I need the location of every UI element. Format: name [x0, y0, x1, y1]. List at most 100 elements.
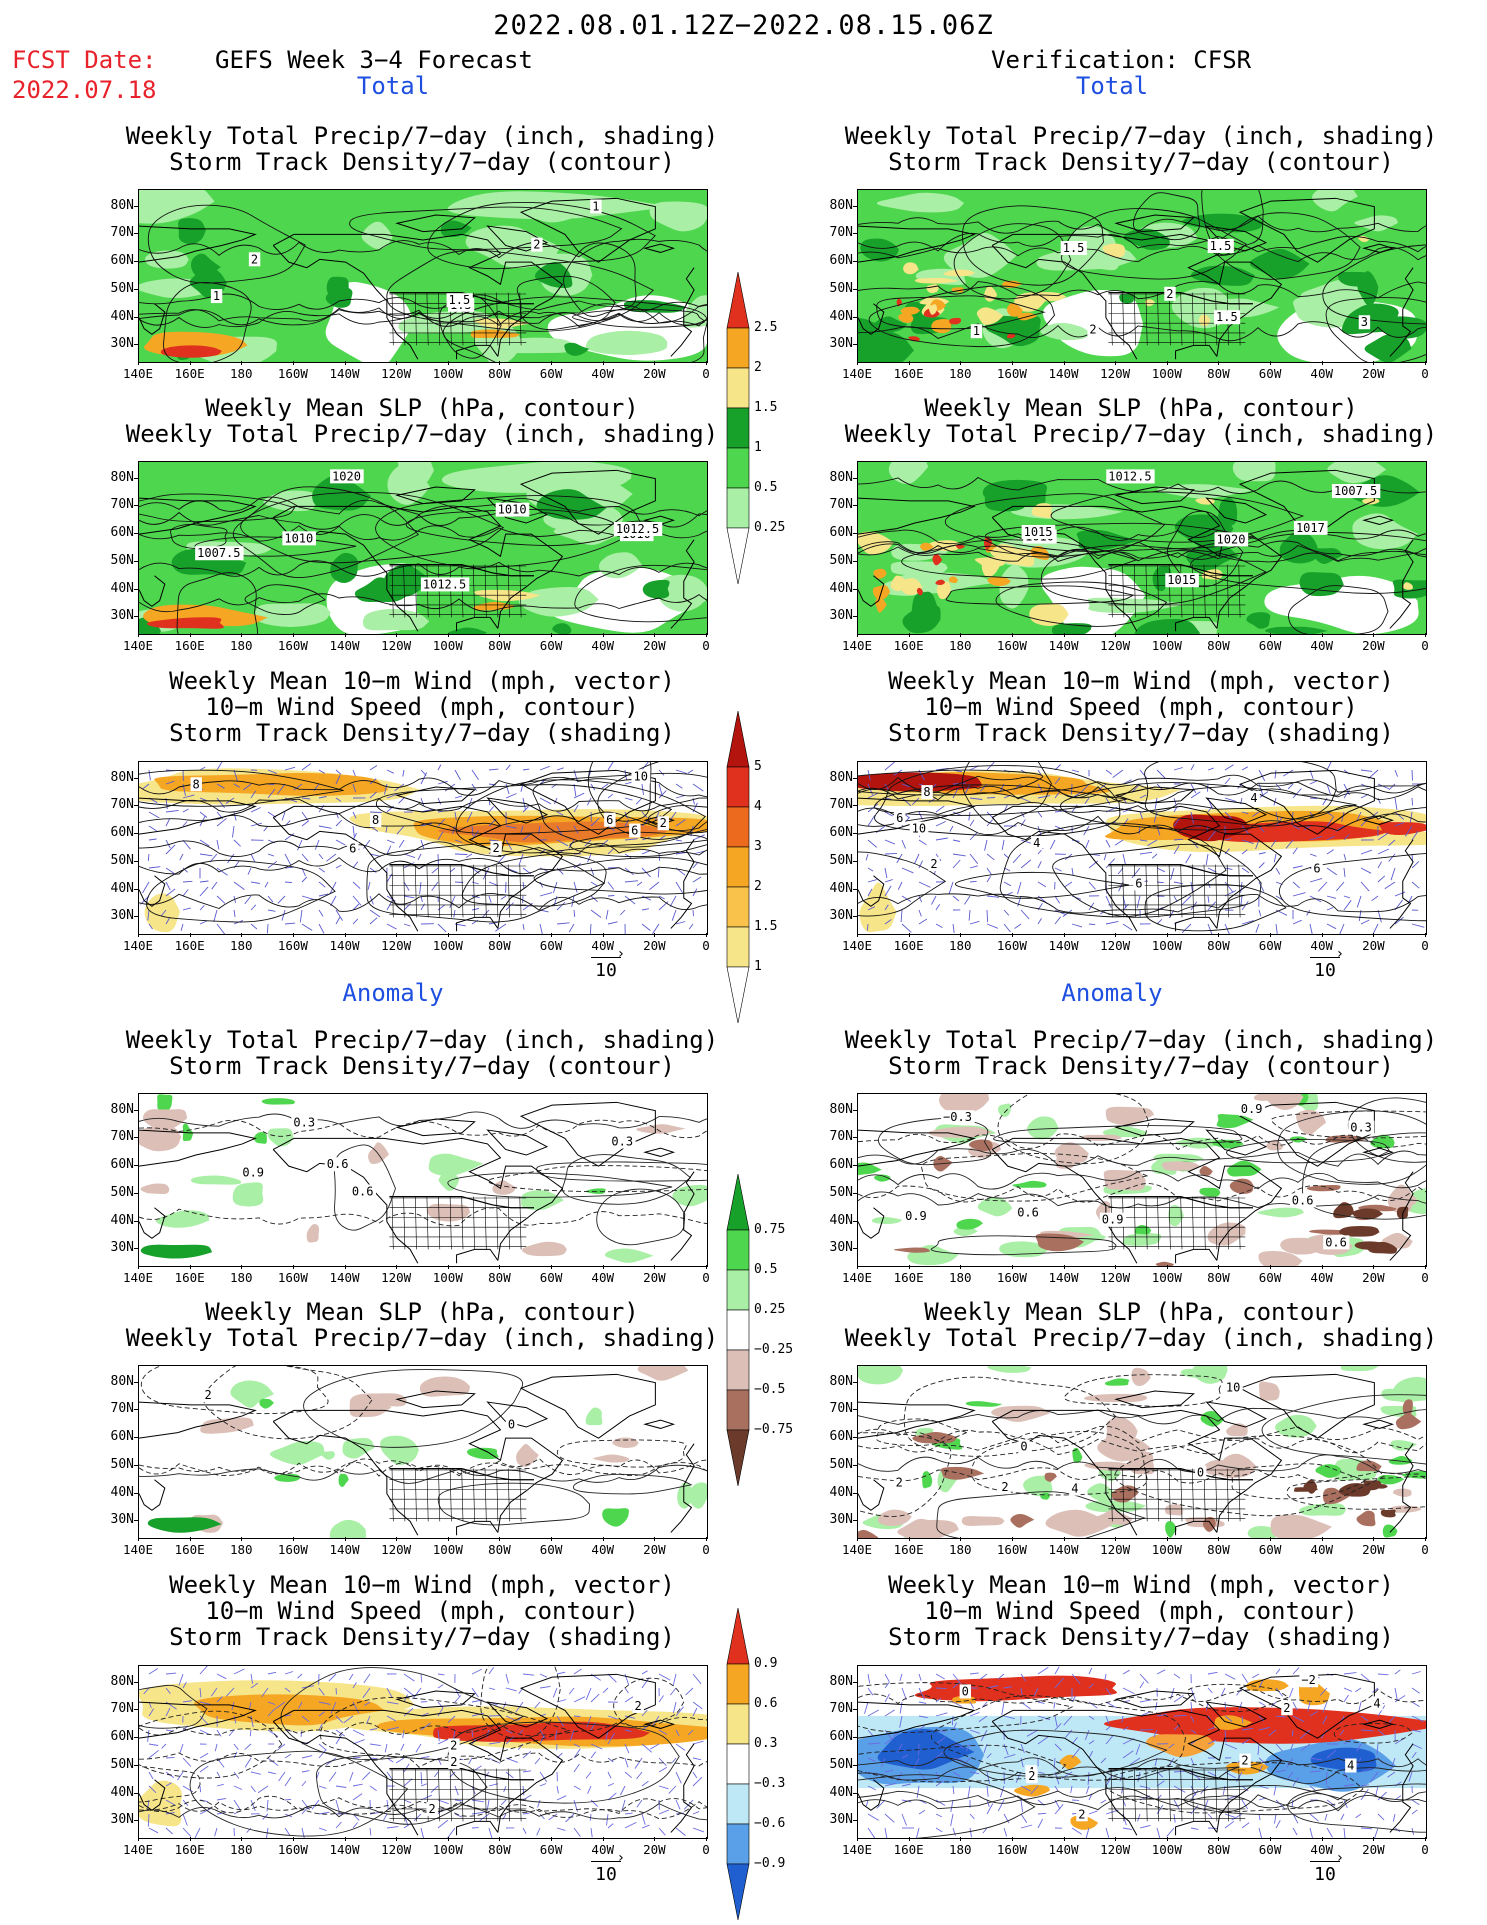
colorbar-segment: [726, 367, 750, 409]
shading-blob: [564, 342, 590, 356]
shading-blob: [874, 1174, 891, 1182]
contour-label-bg: [909, 821, 929, 836]
wind-vector: [969, 797, 983, 800]
contour-line: [147, 204, 306, 284]
wind-vector: [573, 1668, 582, 1675]
state-borders: [389, 1468, 527, 1522]
wind-vector: [182, 1827, 192, 1837]
lon-tick: [447, 1537, 449, 1541]
contour-line: [961, 762, 1052, 825]
wind-vector: [585, 1687, 592, 1701]
wind-vector: [692, 1771, 698, 1779]
contour-line: [1302, 1132, 1426, 1220]
contour-line: [139, 1684, 208, 1729]
coastline: [858, 1779, 885, 1811]
wind-vector: [1154, 797, 1158, 809]
contour-label-bg: [613, 521, 663, 536]
contour-label-bg: [420, 577, 470, 592]
wind-vector: [148, 923, 153, 930]
colorbar-segment: [726, 487, 750, 529]
wind-vector: [1105, 895, 1112, 908]
wind-vector: [1411, 1687, 1420, 1694]
contour-line: [139, 1795, 707, 1815]
wind-vector: [182, 1813, 188, 1826]
contour-line: [572, 308, 705, 328]
wind-vector: [641, 923, 651, 931]
shading-blob: [492, 1180, 517, 1195]
lon-tick-label: 60W: [539, 1842, 563, 1857]
wind-vector: [420, 1756, 430, 1759]
shading-blob: [949, 317, 961, 325]
wind-vector: [914, 853, 920, 864]
contour-label: 8: [923, 785, 930, 799]
lon-tick: [1063, 361, 1065, 365]
wind-vector: [1376, 1743, 1379, 1755]
coastline: [1114, 486, 1195, 505]
wind-vector: [897, 881, 903, 890]
wind-vector: [1224, 811, 1232, 819]
wind-vector: [641, 908, 649, 911]
lon-tick: [1166, 933, 1168, 937]
wind-vector: [1173, 881, 1184, 885]
wind-vector: [675, 1827, 686, 1836]
wind-vector: [318, 1785, 327, 1789]
contour-line: [993, 1125, 1243, 1145]
contour-label: 2: [1241, 1754, 1248, 1768]
wind-vector: [1105, 797, 1111, 805]
contour-label: 0.6: [327, 1157, 349, 1171]
colorbar-segment: [726, 1607, 750, 1665]
lon-tick: [1166, 1837, 1168, 1841]
shading-blob: [200, 1417, 254, 1434]
lon-tick: [654, 933, 656, 937]
wind-vector: [1054, 777, 1061, 785]
vector-reference-value: 10: [595, 960, 617, 981]
colorbar-segment: [726, 926, 750, 968]
date-range-title: 2022.08.01.12Z−2022.08.15.06Z: [493, 10, 994, 41]
wind-vector: [182, 1757, 192, 1767]
shading-blob: [1199, 1165, 1213, 1177]
wind-vector: [452, 825, 456, 835]
wind-vector: [586, 797, 592, 806]
map-panel: 42424202−2: [857, 1665, 1427, 1839]
shading-blob: [940, 1466, 985, 1480]
wind-vector: [1404, 825, 1413, 837]
lon-tick: [344, 1265, 346, 1269]
arrow-head-icon: ›: [616, 1850, 625, 1866]
contour-line: [1214, 212, 1361, 280]
contour-line: [930, 1235, 1117, 1256]
wind-vector: [335, 864, 342, 869]
wind-vector: [284, 1753, 292, 1759]
wind-vector: [165, 809, 179, 813]
wind-vector: [649, 881, 660, 890]
contour-label-bg: [195, 546, 244, 561]
wind-vector: [233, 1799, 241, 1810]
colorbar-segment: [726, 710, 750, 768]
wind-vector: [867, 1742, 881, 1745]
map-panel: 21.5121.51: [138, 189, 708, 363]
wind-vector: [454, 853, 468, 855]
lon-tick-label: 80W: [488, 638, 511, 653]
wind-vector: [1207, 901, 1217, 911]
lon-tick-label: 140E: [122, 366, 154, 381]
state-borders: [389, 864, 527, 918]
wind-vector: [437, 818, 446, 827]
wind-vector: [1258, 1701, 1266, 1706]
wind-vector: [537, 1799, 541, 1808]
wind-vector: [1207, 805, 1213, 813]
contour-line: [1277, 1110, 1426, 1185]
wind-vector: [1360, 1715, 1369, 1722]
wind-vector: [454, 811, 457, 821]
wind-vector: [148, 1743, 159, 1746]
shading-blob: [1357, 271, 1379, 306]
lat-tick: [853, 1764, 857, 1766]
coastlines: [858, 197, 1414, 360]
colorbar-segment: [726, 271, 750, 329]
contour-label: 1: [592, 199, 599, 213]
wind-vector: [165, 844, 176, 855]
coastline: [1238, 769, 1375, 835]
contour-label: 1012.5: [616, 522, 659, 536]
wind-vector: [607, 921, 618, 925]
wind-vector: [284, 866, 294, 869]
contour-line: [858, 1774, 1036, 1838]
